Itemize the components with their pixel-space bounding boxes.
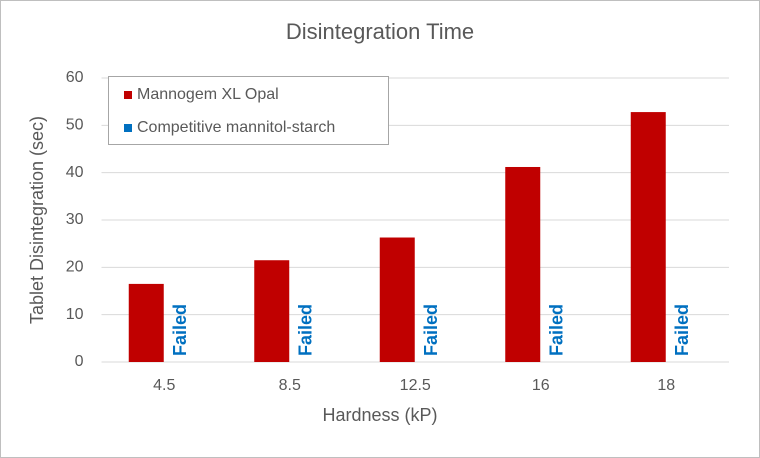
bar (254, 260, 290, 362)
x-tick-label: 8.5 (279, 377, 301, 394)
data-label: Failed (170, 304, 190, 356)
y-tick-label: 50 (66, 117, 84, 134)
y-tick-label: 60 (66, 69, 84, 86)
bar (128, 283, 164, 362)
data-label: Failed (547, 304, 567, 356)
y-tick-label: 0 (75, 353, 84, 370)
data-label: Failed (672, 304, 692, 356)
legend-swatch (124, 91, 132, 99)
data-label: Failed (421, 304, 441, 356)
chart-title: Disintegration Time (286, 19, 474, 44)
x-tick-label: 18 (657, 377, 675, 394)
x-tick-label: 4.5 (153, 377, 175, 394)
x-tick-label: 16 (532, 377, 550, 394)
y-axis-label: Tablet Disintegration (sec) (27, 116, 47, 324)
legend-label: Mannogem XL Opal (137, 86, 279, 103)
y-tick-label: 20 (66, 259, 84, 276)
data-label: Failed (296, 304, 316, 356)
x-axis-label: Hardness (kP) (322, 405, 437, 425)
x-tick-label: 12.5 (400, 377, 431, 394)
bar (630, 112, 666, 362)
legend-label: Competitive mannitol-starch (137, 119, 335, 136)
bar (379, 237, 415, 362)
legend-swatch (124, 124, 132, 132)
y-tick-label: 30 (66, 211, 84, 228)
y-tick-label: 10 (66, 306, 84, 323)
legend-box (108, 76, 389, 145)
bar (505, 166, 541, 362)
y-tick-label: 40 (66, 164, 84, 181)
